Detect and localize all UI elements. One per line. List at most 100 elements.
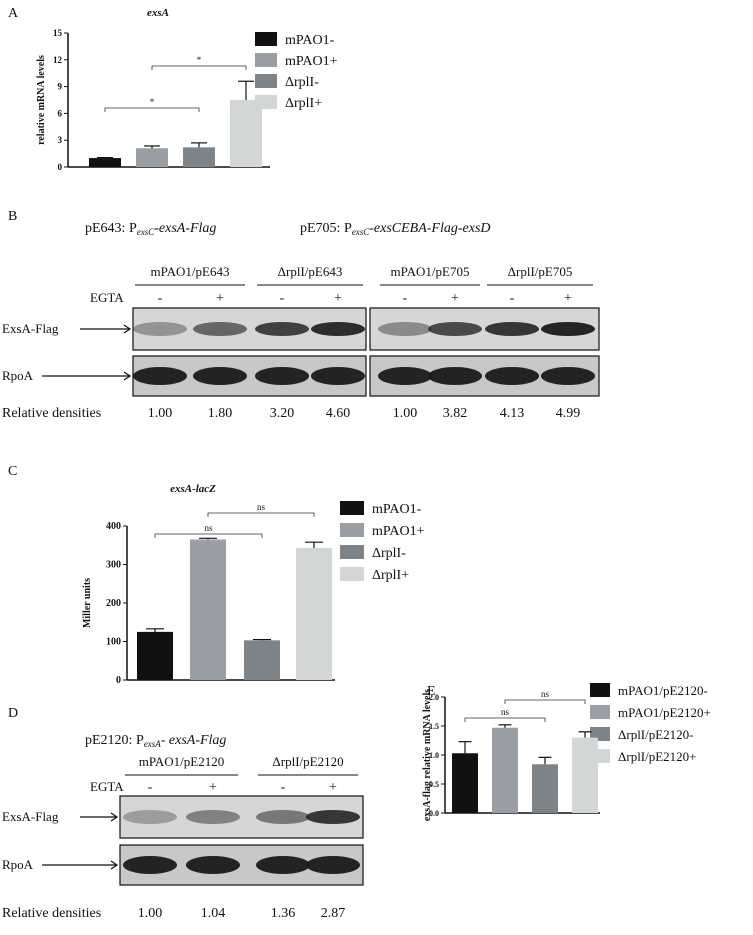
significance-bracket <box>208 513 314 517</box>
error-bar <box>499 725 512 728</box>
chart-title: exsA <box>147 7 169 19</box>
lane-sign: - <box>148 780 153 795</box>
blot-band <box>306 810 360 824</box>
legend-swatch <box>255 32 277 46</box>
blot-band <box>378 322 432 336</box>
lane-sign: + <box>451 291 459 306</box>
blot-band <box>193 367 247 385</box>
lane-sign: - <box>158 291 163 306</box>
blot-band <box>256 810 310 824</box>
panel-label: C <box>8 464 17 479</box>
blot-band <box>123 856 177 874</box>
significance-bracket <box>155 534 262 538</box>
density-value: 1.36 <box>271 906 296 921</box>
blot-band <box>541 367 595 385</box>
bar <box>230 100 262 167</box>
lane-sign: + <box>329 780 337 795</box>
lane-sign: + <box>209 780 217 795</box>
lane-sign: - <box>510 291 515 306</box>
group-label: ΔrplI/pE705 <box>508 264 573 279</box>
row-arrow <box>42 861 117 869</box>
construct-prefix: pE2120: P <box>85 733 144 748</box>
row-arrow <box>42 372 130 380</box>
legend-label: mPAO1+ <box>285 54 338 69</box>
row-label: ExsA-Flag <box>2 321 59 336</box>
row-label: RpoA <box>2 368 34 383</box>
significance-label: * <box>150 97 155 107</box>
y-axis-label: relative mRNA levels <box>36 55 47 145</box>
legend-label: mPAO1/pE2120+ <box>618 705 711 720</box>
blot-band <box>485 322 539 336</box>
y-tick-label: 2.0 <box>429 693 439 702</box>
density-value: 1.00 <box>148 406 173 421</box>
error-bar <box>579 732 592 738</box>
construct-prefix: pE705: P <box>300 221 352 236</box>
legend-label: ΔrplI- <box>285 75 319 90</box>
construct-suffix: - exsA-Flag <box>161 733 227 748</box>
construct-subscript: exsC <box>352 227 370 237</box>
blot-band <box>133 367 187 385</box>
blot-band <box>255 367 309 385</box>
group-label: ΔrplI/pE643 <box>278 264 343 279</box>
bar <box>492 728 518 813</box>
chart-title: exsA-lacZ <box>170 483 216 495</box>
construct-suffix: -exsA-Flag <box>154 221 216 236</box>
legend-label: ΔrplI- <box>372 546 406 561</box>
error-bar <box>539 757 552 764</box>
construct-label: pE2120: PexsA- exsA-Flag <box>85 733 226 749</box>
y-axis-label: Miller units <box>82 578 93 628</box>
treatment-label: EGTA <box>90 779 124 794</box>
lane-sign: + <box>334 291 342 306</box>
blot-band <box>378 367 432 385</box>
bar <box>137 632 173 680</box>
row-label: RpoA <box>2 857 34 872</box>
error-bar <box>305 542 323 548</box>
legend-label: ΔrplI/pE2120- <box>618 727 694 742</box>
density-value: 3.82 <box>443 406 468 421</box>
row-label: ExsA-Flag <box>2 809 59 824</box>
bar <box>532 764 558 813</box>
blot-band <box>485 367 539 385</box>
blot-band <box>133 322 187 336</box>
row-arrow <box>80 813 117 821</box>
legend-swatch <box>590 683 610 697</box>
significance-label: ns <box>541 689 550 699</box>
blot-band <box>541 322 595 336</box>
treatment-label: EGTA <box>90 290 124 305</box>
lane-sign: - <box>403 291 408 306</box>
bar <box>190 539 226 680</box>
blot-band <box>306 856 360 874</box>
bar <box>136 148 168 167</box>
lane-sign: - <box>281 780 286 795</box>
error-bar <box>146 629 164 632</box>
bar <box>183 147 215 167</box>
bar <box>89 158 121 167</box>
significance-label: ns <box>204 523 213 533</box>
significance-label: * <box>197 55 202 65</box>
error-bar <box>238 81 254 100</box>
lane-sign: + <box>564 291 572 306</box>
error-bar <box>199 538 217 539</box>
significance-bracket <box>152 66 246 70</box>
density-value: 1.00 <box>138 906 163 921</box>
panel-label: B <box>8 209 17 224</box>
density-value: 4.99 <box>556 406 581 421</box>
density-value: 4.13 <box>500 406 525 421</box>
y-tick-label: 0.0 <box>429 809 439 818</box>
lane-sign: - <box>280 291 285 306</box>
group-label: mPAO1/pE643 <box>151 264 230 279</box>
density-value: 3.20 <box>270 406 295 421</box>
blot-band <box>428 367 482 385</box>
bar <box>244 640 280 680</box>
blot-band <box>256 856 310 874</box>
panel-label: A <box>8 6 19 21</box>
y-tick-label: 3 <box>58 135 63 145</box>
blot-band <box>311 322 365 336</box>
y-tick-label: 9 <box>58 82 63 92</box>
significance-bracket <box>105 108 199 112</box>
error-bar <box>459 742 472 754</box>
bar <box>572 738 598 813</box>
legend-swatch <box>255 74 277 88</box>
blot-band <box>428 322 482 336</box>
legend-label: ΔrplI+ <box>285 96 322 111</box>
